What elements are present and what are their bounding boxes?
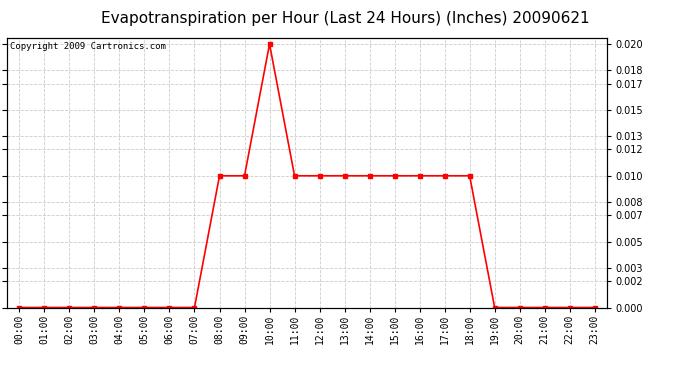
Text: Evapotranspiration per Hour (Last 24 Hours) (Inches) 20090621: Evapotranspiration per Hour (Last 24 Hou… — [101, 11, 589, 26]
Text: Copyright 2009 Cartronics.com: Copyright 2009 Cartronics.com — [10, 42, 166, 51]
